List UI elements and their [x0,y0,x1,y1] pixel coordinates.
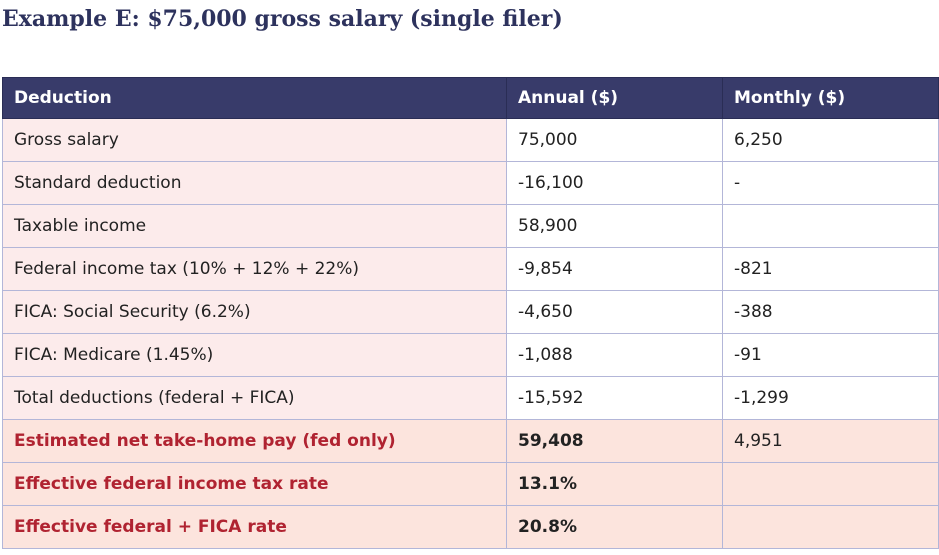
row-label: Effective federal income tax rate [2,462,507,506]
table-row-highlight: Effective federal income tax rate 13.1% [2,462,939,506]
annual-value: -4,650 [506,290,723,334]
monthly-value: - [722,161,939,205]
column-header-deduction: Deduction [2,77,507,119]
annual-value: -16,100 [506,161,723,205]
monthly-value: -821 [722,247,939,291]
annual-value: 13.1% [506,462,723,506]
annual-value: 59,408 [506,419,723,463]
table-row: Gross salary 75,000 6,250 [2,118,939,162]
row-label: Federal income tax (10% + 12% + 22%) [2,247,507,291]
annual-value: -15,592 [506,376,723,420]
table-row-highlight: Estimated net take-home pay (fed only) 5… [2,419,939,463]
monthly-value [722,505,939,549]
column-header-annual: Annual ($) [506,77,723,119]
table-row: FICA: Medicare (1.45%) -1,088 -91 [2,333,939,377]
row-label: Effective federal + FICA rate [2,505,507,549]
row-label: Taxable income [2,204,507,248]
table-row: Total deductions (federal + FICA) -15,59… [2,376,939,420]
annual-value: 75,000 [506,118,723,162]
annual-value: 58,900 [506,204,723,248]
row-label: Estimated net take-home pay (fed only) [2,419,507,463]
table-row: Taxable income 58,900 [2,204,939,248]
row-label: Total deductions (federal + FICA) [2,376,507,420]
table-header-row: Deduction Annual ($) Monthly ($) [2,77,939,119]
monthly-value: -388 [722,290,939,334]
monthly-value: -91 [722,333,939,377]
monthly-value [722,462,939,506]
monthly-value: 4,951 [722,419,939,463]
row-label: Standard deduction [2,161,507,205]
monthly-value: -1,299 [722,376,939,420]
annual-value: 20.8% [506,505,723,549]
row-label: FICA: Social Security (6.2%) [2,290,507,334]
salary-deduction-table: Deduction Annual ($) Monthly ($) Gross s… [2,77,939,549]
monthly-value [722,204,939,248]
table-row: Federal income tax (10% + 12% + 22%) -9,… [2,247,939,291]
row-label: Gross salary [2,118,507,162]
table-row-highlight: Effective federal + FICA rate 20.8% [2,505,939,549]
column-header-monthly: Monthly ($) [722,77,939,119]
monthly-value: 6,250 [722,118,939,162]
row-label: FICA: Medicare (1.45%) [2,333,507,377]
table-row: FICA: Social Security (6.2%) -4,650 -388 [2,290,939,334]
annual-value: -9,854 [506,247,723,291]
annual-value: -1,088 [506,333,723,377]
table-row: Standard deduction -16,100 - [2,161,939,205]
page-title: Example E: $75,000 gross salary (single … [2,6,563,32]
